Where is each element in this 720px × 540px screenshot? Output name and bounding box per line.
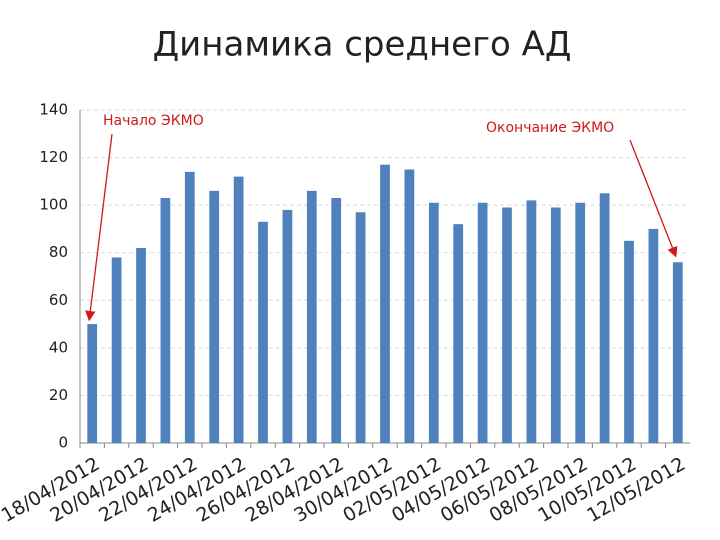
bar [453,224,464,443]
y-tick-label: 100 [39,196,68,214]
bar [648,228,659,443]
bar [258,221,268,443]
bar [136,247,146,443]
bar [282,209,293,443]
bar [233,176,244,443]
bar [624,240,634,443]
bar [306,190,317,443]
bar [87,324,98,443]
bar [477,202,488,443]
annotation-arrow [629,139,678,258]
bar [526,200,537,443]
annotation: Начало ЭКМО [103,113,204,129]
bar [209,190,220,443]
bar [184,171,195,444]
annotation: Окончание ЭКМО [486,120,614,136]
bar [428,202,439,443]
bar [355,212,366,443]
bar [331,198,342,443]
bar [111,257,122,443]
y-tick-label: 120 [39,148,68,166]
annotation-arrow [85,133,113,322]
y-tick-label: 0 [58,434,68,452]
bar [575,202,586,443]
chart-title: Динамика среднего АД [153,25,572,65]
bar [672,262,683,443]
bar [380,164,390,443]
y-tick-label: 20 [49,386,68,404]
bar [599,193,610,443]
y-tick-label: 40 [49,338,68,356]
y-tick-label: 140 [39,101,68,119]
y-tick-label: 60 [49,291,68,309]
bar [404,169,415,443]
bar [550,207,561,443]
bar [160,198,171,443]
y-tick-label: 80 [49,243,68,261]
bar [502,207,512,443]
